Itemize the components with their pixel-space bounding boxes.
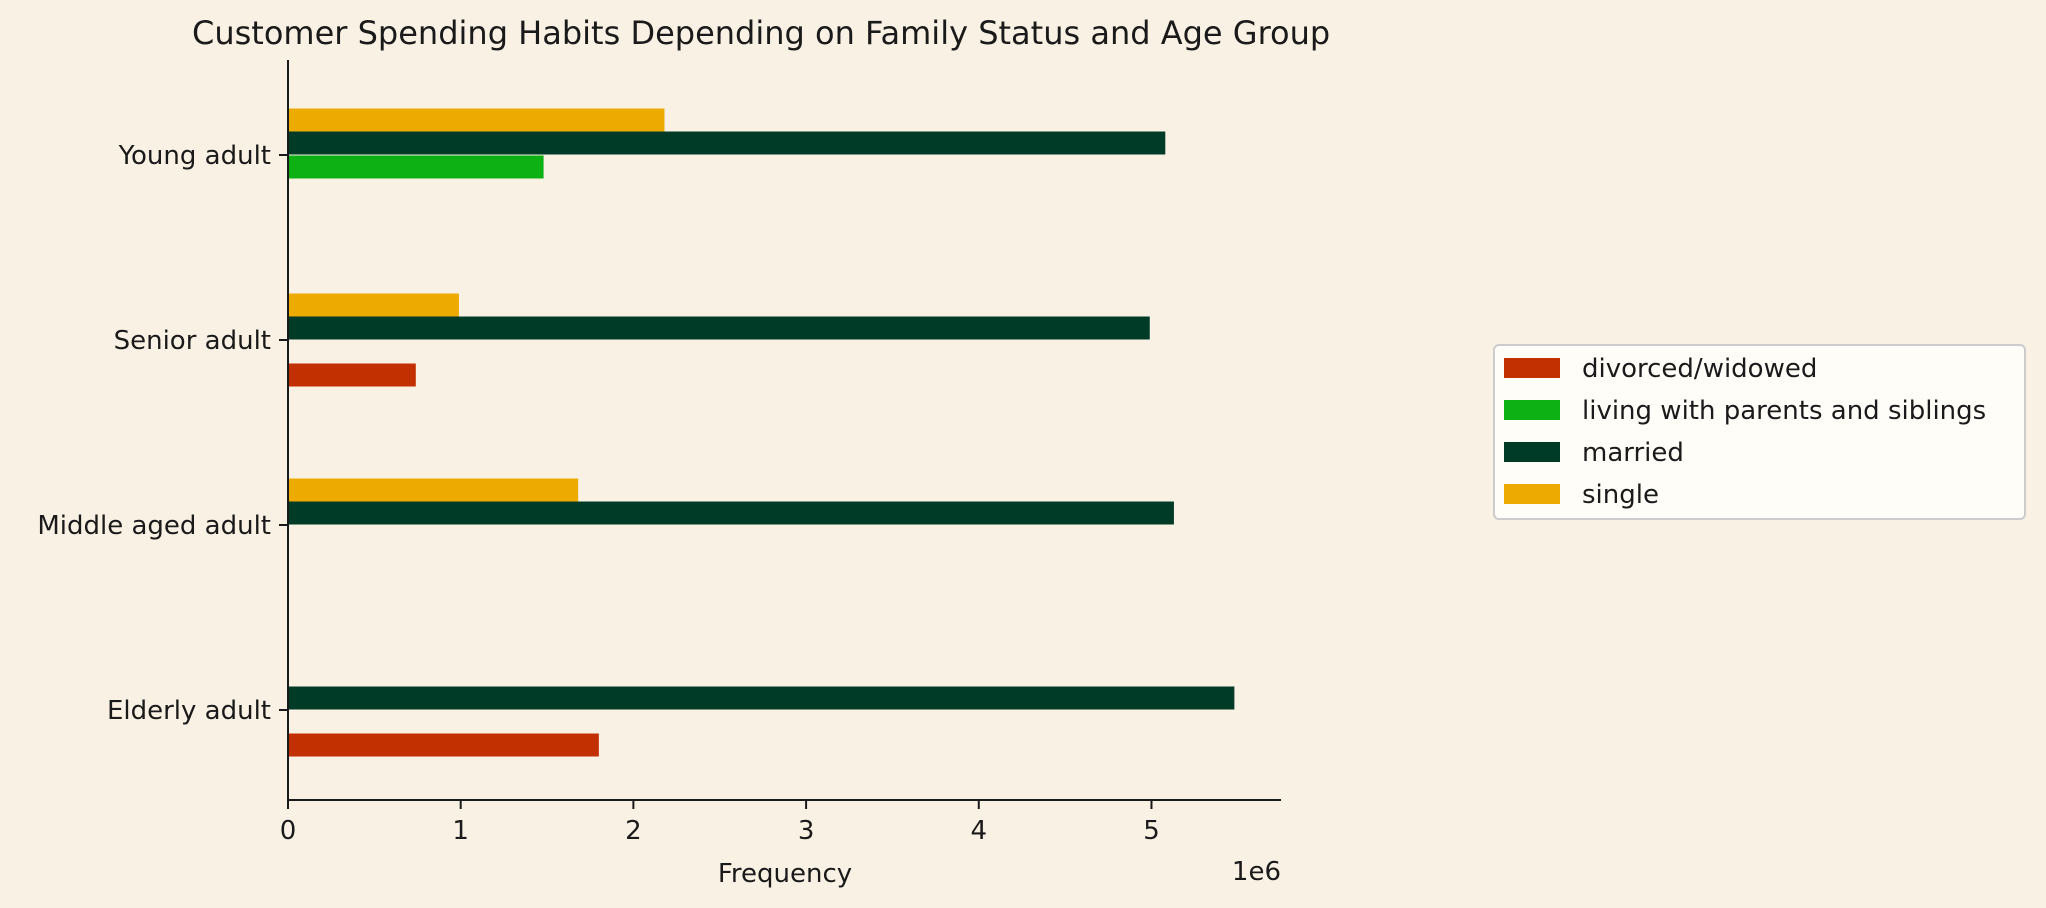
axes-group: 0 1 2 3 4 5 Young adult Senior adult Middle aged…	[37, 60, 1281, 846]
bar-single-young-adult	[288, 108, 665, 132]
y-tick-label: Middle aged adult	[37, 511, 271, 541]
x-tick-label: 0	[280, 816, 297, 846]
y-tick-label: Senior adult	[114, 326, 271, 356]
bar-married-senior-adult	[288, 316, 1150, 340]
legend-label: single	[1582, 480, 1659, 510]
bars-group	[288, 108, 1235, 757]
y-tick-label: Elderly adult	[107, 696, 271, 726]
x-tick-label: 4	[971, 816, 988, 846]
bar-single-middle-aged-adult	[288, 478, 579, 502]
x-tick-label: 1	[452, 816, 469, 846]
bar-single-senior-adult	[288, 293, 459, 317]
y-tick-label: Young adult	[118, 141, 271, 171]
chart-title: Customer Spending Habits Depending on Fa…	[192, 14, 1330, 52]
legend-swatch	[1504, 400, 1560, 420]
legend-box	[1493, 344, 2026, 520]
bar-married-young-adult	[288, 131, 1166, 155]
bar-married-elderly-adult	[288, 686, 1235, 710]
legend-label: divorced/widowed	[1582, 354, 1817, 384]
legend-label: living with parents and siblings	[1582, 396, 1986, 426]
bar-living-with-parents-and-siblings-young-adult	[288, 155, 544, 179]
bar-divorced-widowed-senior-adult	[288, 363, 416, 387]
x-tick-label: 5	[1143, 816, 1160, 846]
x-axis-label: Frequency	[718, 859, 852, 889]
x-tick-label: 3	[798, 816, 815, 846]
bar-divorced-widowed-elderly-adult	[288, 733, 599, 757]
x-tick-label: 2	[625, 816, 642, 846]
legend-swatch	[1504, 442, 1560, 462]
legend-label: married	[1582, 438, 1684, 468]
legend-swatch	[1504, 484, 1560, 504]
legend: divorced/widowed living with parents and …	[1493, 344, 2026, 520]
legend-swatch	[1504, 358, 1560, 378]
bar-married-middle-aged-adult	[288, 501, 1174, 525]
x-axis-multiplier: 1e6	[1232, 857, 1281, 887]
